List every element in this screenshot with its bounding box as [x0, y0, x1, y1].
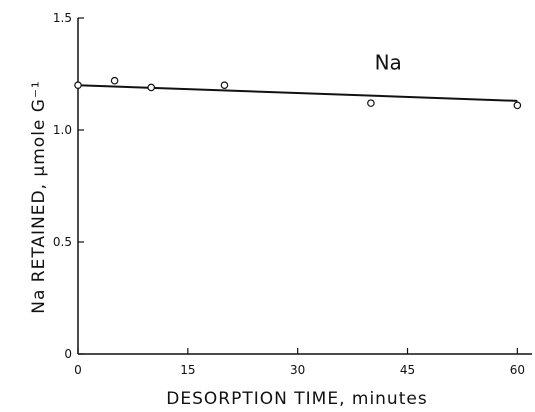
data-point — [110, 76, 119, 85]
x-tick-label: 45 — [400, 363, 415, 377]
y-tick-label: 1.5 — [53, 11, 72, 25]
data-point — [147, 83, 156, 92]
data-points — [74, 76, 522, 110]
data-point — [220, 81, 229, 90]
y-tick-label: 0.5 — [53, 235, 72, 249]
ticks — [77, 17, 518, 355]
y-tick-label: 0 — [64, 347, 72, 361]
y-tick-label: 1.0 — [53, 123, 72, 137]
x-tick-label: 60 — [510, 363, 525, 377]
axes — [77, 18, 532, 355]
x-tick-label: 30 — [290, 363, 305, 377]
data-point — [74, 81, 82, 90]
x-tick-label: 0 — [74, 363, 82, 377]
series-label: Na — [375, 51, 402, 75]
data-point — [367, 99, 375, 107]
tick-labels: 0 15 30 45 60 0 0.5 1.0 1.5 — [53, 11, 525, 377]
x-tick-label: 15 — [180, 363, 195, 377]
x-axis-title: DESORPTION TIME, minutes — [166, 389, 427, 409]
fit-lines — [77, 84, 518, 102]
fit-line — [77, 84, 518, 102]
y-axis-title: Na RETAINED, μmole G⁻¹ — [29, 80, 49, 313]
series-labels: Na — [375, 51, 402, 75]
data-point — [513, 101, 522, 110]
